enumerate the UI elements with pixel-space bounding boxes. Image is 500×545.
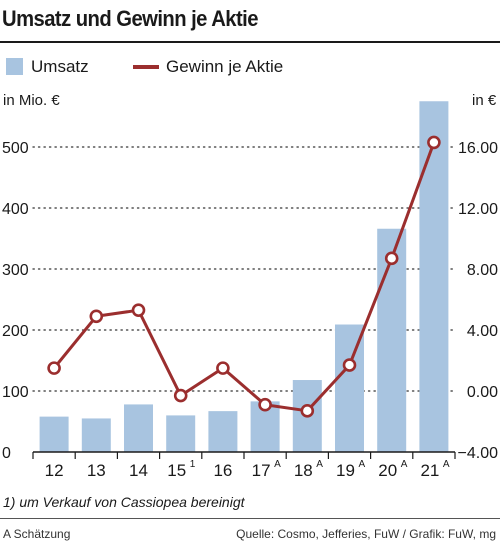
eps-point	[216, 361, 230, 375]
x-tick-label: 15	[167, 461, 186, 480]
x-tick-label: 20	[378, 461, 397, 480]
legend-label-revenue: Umsatz	[31, 57, 89, 76]
x-tick-label: 17	[252, 461, 271, 480]
left-tick-label: 500	[2, 140, 29, 157]
bar	[81, 418, 111, 452]
left-axis-unit: in Mio. €	[3, 92, 60, 109]
eps-point	[47, 361, 61, 375]
x-tick-label: 19	[336, 461, 355, 480]
x-tick-label: 21	[420, 461, 439, 480]
left-tick-label: 400	[2, 201, 29, 218]
right-tick-label: 12.00	[458, 201, 498, 218]
left-tick-label: 100	[2, 384, 29, 401]
x-tick-superscript: 1	[190, 459, 196, 470]
x-tick-superscript: A	[401, 459, 408, 470]
bar	[124, 404, 153, 452]
eps-point	[173, 388, 188, 403]
x-tick-superscript: A	[316, 459, 323, 470]
eps-point	[384, 251, 399, 266]
bar	[377, 228, 407, 452]
legend-line-eps	[133, 65, 159, 69]
legend-label-eps: Gewinn je Aktie	[166, 57, 284, 76]
bar	[335, 324, 364, 452]
footer-rule	[0, 518, 500, 519]
footer-note: A Schätzung	[3, 527, 71, 541]
eps-line	[52, 141, 436, 413]
x-tick-label: 14	[129, 461, 148, 480]
title-rule	[0, 41, 500, 43]
left-tick-label: 0	[2, 445, 11, 462]
left-tick-label: 300	[2, 262, 29, 279]
x-tick-label: 13	[87, 461, 106, 480]
bar	[208, 411, 238, 452]
left-tick-label: 200	[2, 323, 29, 340]
bar	[166, 415, 196, 452]
right-axis-unit: in €	[472, 92, 497, 109]
right-tick-label: 0.00	[467, 384, 498, 401]
eps-point	[89, 309, 104, 324]
x-tick-superscript: A	[443, 459, 450, 470]
footnote: 1) um Verkauf von Cassiopea bereinigt	[3, 494, 245, 510]
legend-swatch-revenue	[6, 58, 23, 75]
footer-source: Quelle: Cosmo, Jefferies, FuW / Grafik: …	[236, 527, 496, 541]
x-tick-superscript: A	[274, 459, 281, 470]
bar	[39, 416, 69, 452]
x-tick-label: 16	[213, 461, 232, 480]
x-tick-label: 12	[45, 461, 64, 480]
right-tick-label: −4.00	[458, 445, 499, 462]
right-tick-label: 16.00	[458, 140, 498, 157]
x-tick-label: 18	[294, 461, 313, 480]
eps-point	[258, 397, 272, 412]
right-tick-label: 4.00	[467, 323, 498, 340]
eps-point	[427, 135, 441, 150]
x-tick-superscript: A	[359, 459, 366, 470]
eps-point	[131, 303, 146, 317]
eps-point	[300, 404, 315, 418]
right-tick-label: 8.00	[467, 262, 498, 279]
chart-title: Umsatz und Gewinn je Aktie	[2, 6, 258, 31]
bar	[419, 101, 449, 452]
eps-point	[342, 358, 357, 372]
